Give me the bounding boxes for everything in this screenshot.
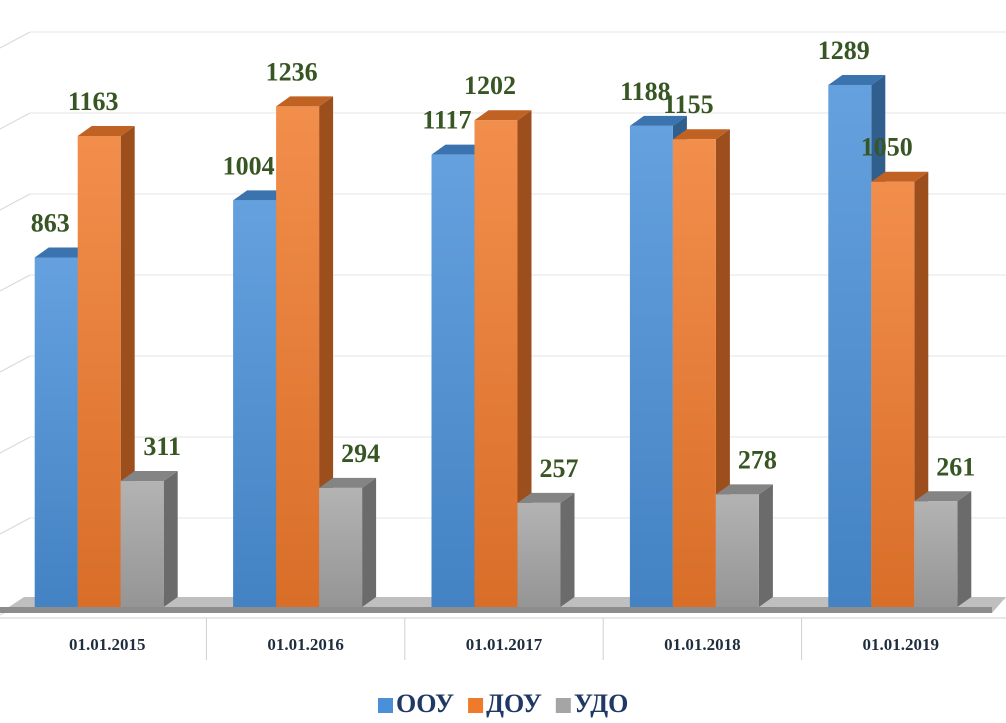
bar-side [561,493,575,607]
bar [914,501,957,607]
value-label: 1236 [266,57,318,86]
grid-line [0,32,30,48]
bar [121,481,164,607]
bar-side [957,491,971,607]
bar-side [759,484,773,607]
value-label: 1163 [68,87,119,116]
value-label: 261 [936,452,975,481]
value-label: 294 [341,439,380,468]
bar [276,106,319,607]
chart: 01.01.2015 863 1163 311 01.01.2016 1004 1236 29… [0,0,1006,723]
floor-edge [0,607,992,613]
x-tick-label: 01.01.2019 [863,635,940,654]
value-label: 1117 [422,106,471,135]
bar [78,136,121,607]
grid-line [0,356,30,372]
grid-line [0,113,30,129]
x-tick-label: 01.01.2016 [267,635,344,654]
value-label: 1155 [663,90,714,119]
legend-label: ДОУ [486,689,542,718]
bar-side [164,471,178,607]
legend-swatch [556,698,571,713]
value-label: 278 [738,445,777,474]
bar [475,120,518,607]
bar-side [362,478,376,607]
bar [716,494,759,607]
legend-label: ООУ [396,689,454,718]
grid-line [0,437,30,453]
value-label: 1289 [818,36,870,65]
legend-swatch [468,698,483,713]
legend-swatch [378,698,393,713]
x-tick-label: 01.01.2018 [664,635,741,654]
x-tick-label: 01.01.2017 [466,635,543,654]
bar [630,126,673,607]
bar [35,257,78,607]
bar [432,155,475,607]
grid-line [0,275,30,291]
legend-label: УДО [574,689,629,718]
value-label: 257 [540,454,579,483]
bar [828,85,871,607]
value-label: 1202 [464,71,516,100]
value-label: 1050 [861,133,913,162]
bar [673,139,716,607]
bar [871,182,914,607]
grid-line [0,194,30,210]
value-label: 1004 [223,151,275,180]
value-label: 863 [31,208,70,237]
value-label: 311 [143,432,181,461]
x-tick-label: 01.01.2015 [69,635,146,654]
bar [233,200,276,607]
bar [319,488,362,607]
grid-line [0,518,30,534]
bar [518,503,561,607]
